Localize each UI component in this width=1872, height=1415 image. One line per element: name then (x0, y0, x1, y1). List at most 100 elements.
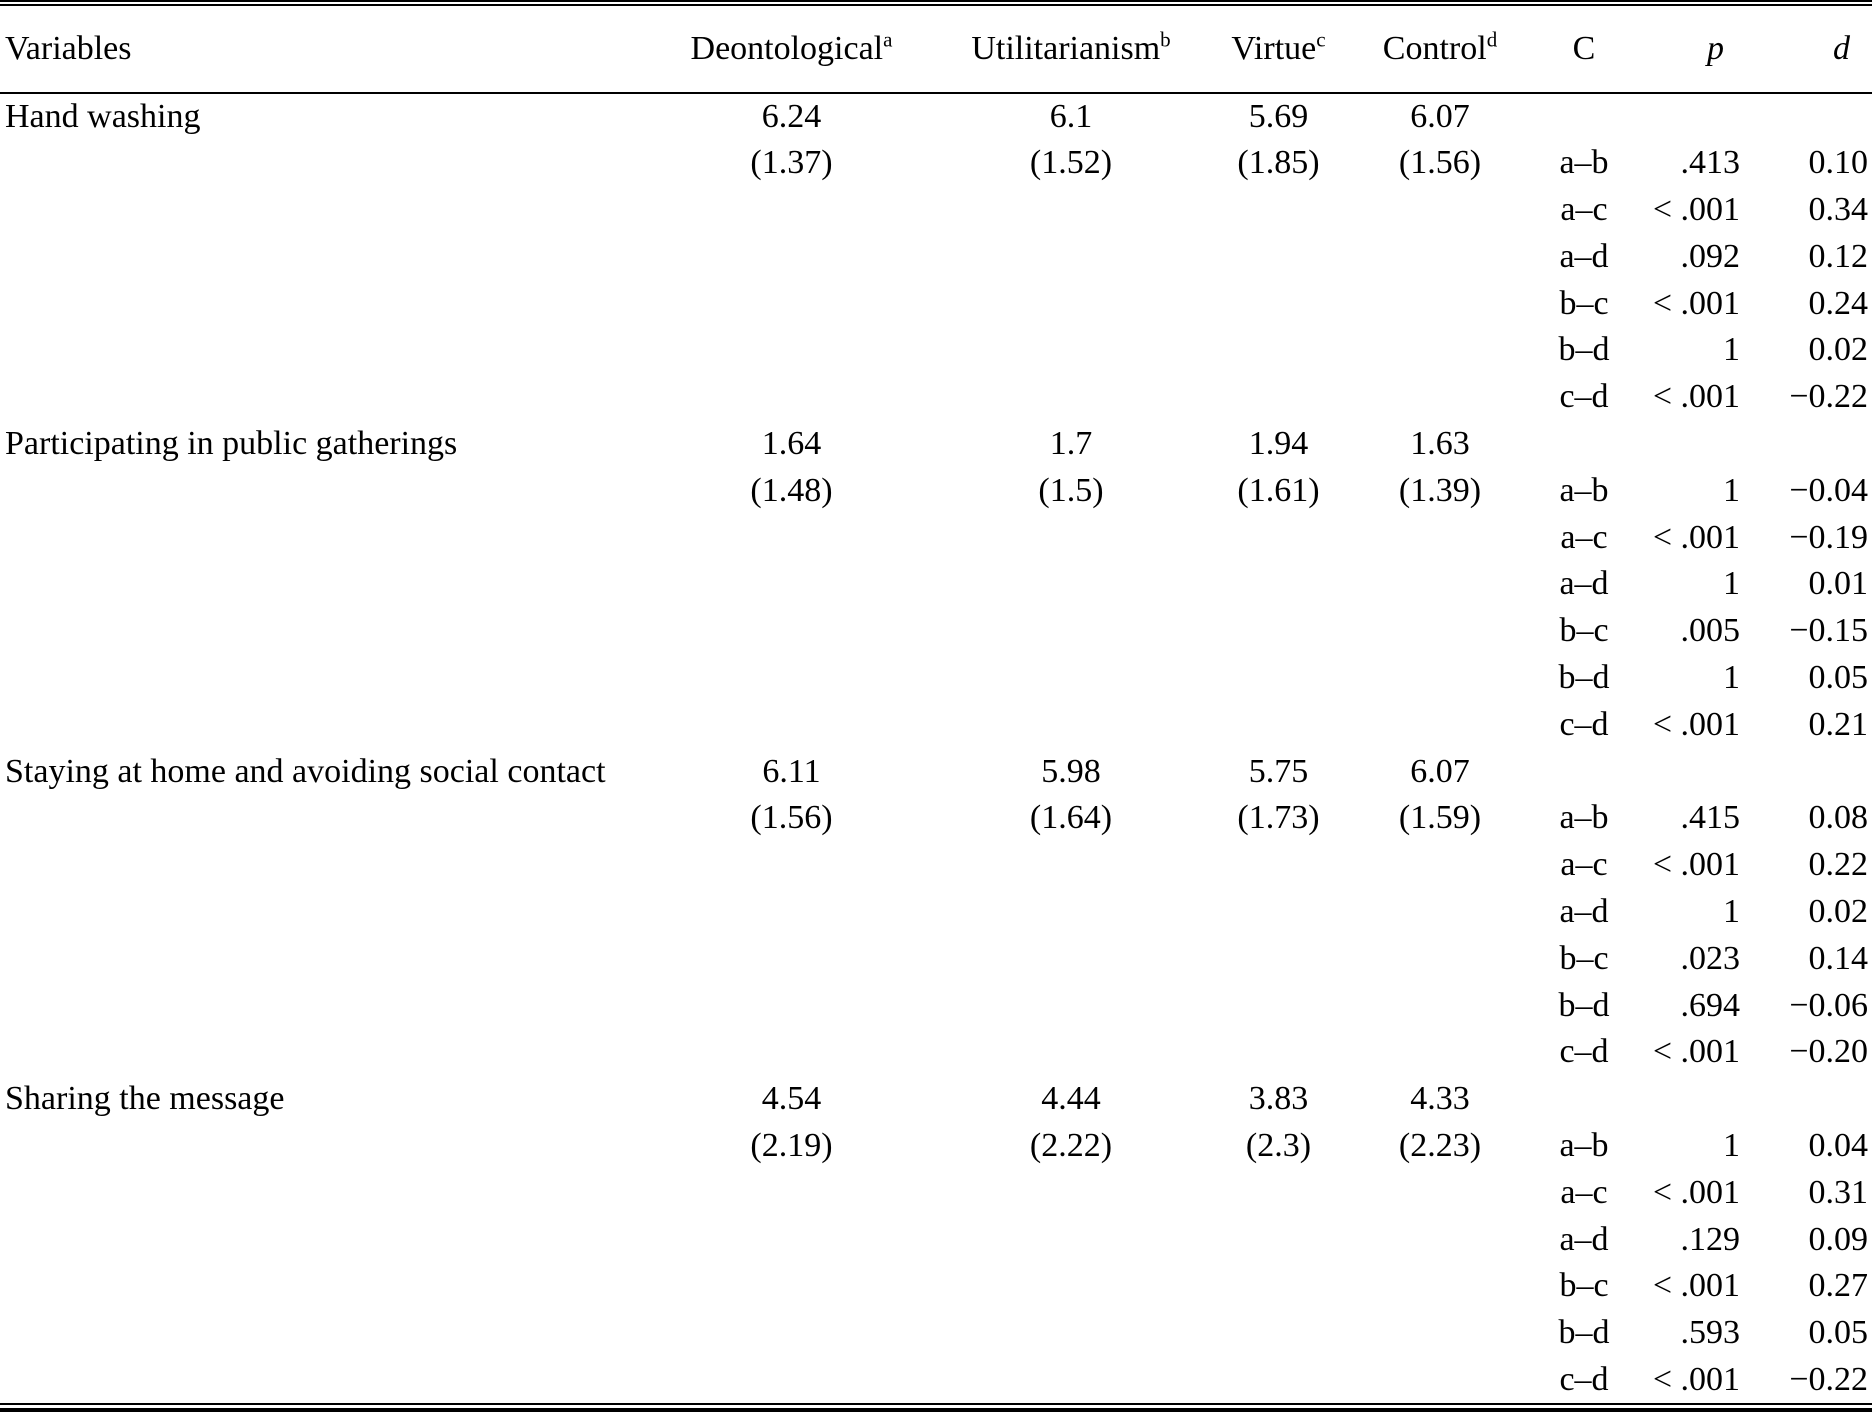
mean-value: 5.98 (1041, 752, 1101, 790)
p-value: < .001 (1652, 1173, 1740, 1211)
empty-cell (646, 1169, 937, 1216)
d-value: 0.08 (1808, 799, 1869, 837)
comparison-pair: b–c (1559, 284, 1609, 322)
empty-cell (0, 701, 646, 748)
empty-cell (1205, 374, 1352, 421)
empty-cell (1205, 842, 1352, 889)
empty-cell (646, 1357, 937, 1404)
d-value: 0.09 (1808, 1220, 1869, 1258)
sd-value: (1.56) (1398, 144, 1482, 182)
d-value: −0.20 (1789, 1033, 1868, 1071)
empty-cell (0, 1310, 646, 1357)
table-row: a–c < .001 0.22 (0, 842, 1872, 889)
table-row: b–c < .001 0.24 (0, 280, 1872, 327)
empty-cell (1205, 327, 1352, 374)
empty-cell (1205, 935, 1352, 982)
empty-cell (0, 327, 646, 374)
empty-cell (937, 889, 1205, 936)
mean-value: 6.07 (1410, 752, 1470, 790)
empty-cell (1352, 889, 1528, 936)
empty-cell (1352, 1216, 1528, 1263)
comparison-pair: a–b (1559, 471, 1609, 509)
column-header-label: C (1572, 30, 1596, 67)
table-row: (1.37) (1.52) (1.85) (1.56) a–b .413 0.1… (0, 140, 1872, 187)
sd-value: (1.52) (1029, 144, 1113, 182)
empty-cell (646, 842, 937, 889)
table-row: a–c < .001 0.34 (0, 187, 1872, 234)
comparison-pair: a–d (1559, 565, 1609, 603)
column-header-d: d (1752, 3, 1872, 94)
variable-label: Staying at home and avoiding social cont… (5, 752, 606, 790)
empty-cell (0, 982, 646, 1029)
empty-cell (1352, 1263, 1528, 1310)
empty-cell (1205, 280, 1352, 327)
table-bottom-rule (0, 1403, 1872, 1413)
empty-cell (646, 701, 937, 748)
comparison-pair: c–d (1559, 1033, 1609, 1071)
empty-cell (1352, 608, 1528, 655)
p-value: .005 (1680, 612, 1741, 650)
table-row: b–d 1 0.05 (0, 655, 1872, 702)
d-value: 0.31 (1808, 1173, 1869, 1211)
empty-cell (1352, 701, 1528, 748)
empty-cell (0, 187, 646, 234)
empty-cell (1352, 561, 1528, 608)
variable-label: Participating in public gatherings (5, 424, 458, 462)
comparison-pair: a–c (1560, 846, 1608, 884)
empty-cell (1205, 1216, 1352, 1263)
table-row: b–d 1 0.02 (0, 327, 1872, 374)
comparison-pair: c–d (1559, 1360, 1609, 1398)
table-row: b–c .023 0.14 (0, 935, 1872, 982)
mean-value: 1.7 (1049, 424, 1093, 462)
empty-cell (1205, 233, 1352, 280)
mean-value: 6.1 (1049, 97, 1093, 135)
d-value: −0.22 (1789, 378, 1868, 416)
sd-value: (1.56) (750, 799, 833, 837)
d-value: 0.14 (1808, 939, 1869, 977)
empty-cell (0, 608, 646, 655)
table-row: (1.56) (1.64) (1.73) (1.59) a–b .415 0.0… (0, 795, 1872, 842)
empty-cell (1352, 1357, 1528, 1404)
table-row: a–c < .001 0.31 (0, 1169, 1872, 1216)
mean-value: 4.54 (761, 1080, 822, 1118)
sd-value: (2.22) (1029, 1126, 1113, 1164)
empty-cell (937, 1357, 1205, 1404)
comparison-pair: a–d (1559, 1220, 1609, 1258)
empty-cell (1352, 514, 1528, 561)
table-row: c–d < .001 −0.22 (0, 374, 1872, 421)
mean-value: 4.33 (1410, 1080, 1470, 1118)
sd-value: (1.39) (1398, 471, 1482, 509)
sd-value: (1.5) (1038, 471, 1104, 509)
table-row: b–d .694 −0.06 (0, 982, 1872, 1029)
variable-label: Sharing the message (5, 1080, 285, 1118)
empty-cell (646, 1029, 937, 1076)
comparison-pair: a–c (1560, 190, 1608, 228)
group-superscript: a (883, 27, 893, 52)
empty-cell (937, 280, 1205, 327)
empty-cell (646, 233, 937, 280)
empty-cell (1640, 748, 1752, 795)
empty-cell (1205, 187, 1352, 234)
comparison-pair: b–d (1558, 986, 1610, 1024)
p-value: .415 (1680, 799, 1741, 837)
d-value: 0.10 (1808, 144, 1869, 182)
mean-value: 6.07 (1410, 97, 1470, 135)
sd-value: (1.85) (1237, 144, 1320, 182)
empty-cell (646, 935, 937, 982)
empty-cell (1752, 421, 1872, 468)
d-value: 0.27 (1808, 1267, 1869, 1305)
empty-cell (0, 233, 646, 280)
mean-value: 6.11 (762, 752, 821, 790)
column-header-variables: Variables (0, 3, 646, 94)
p-value: < .001 (1652, 190, 1740, 228)
empty-cell (0, 655, 646, 702)
table-row: b–c .005 −0.15 (0, 608, 1872, 655)
comparison-pair: b–d (1558, 331, 1610, 369)
mean-value: 4.44 (1041, 1080, 1101, 1118)
column-header-deontological: Deontologicala (646, 3, 937, 94)
p-value: .413 (1680, 144, 1741, 182)
empty-cell (646, 327, 937, 374)
empty-cell (1352, 982, 1528, 1029)
column-header-control: Controld (1352, 3, 1528, 94)
table-row: Sharing the message 4.54 4.44 3.83 4.33 (0, 1076, 1872, 1123)
